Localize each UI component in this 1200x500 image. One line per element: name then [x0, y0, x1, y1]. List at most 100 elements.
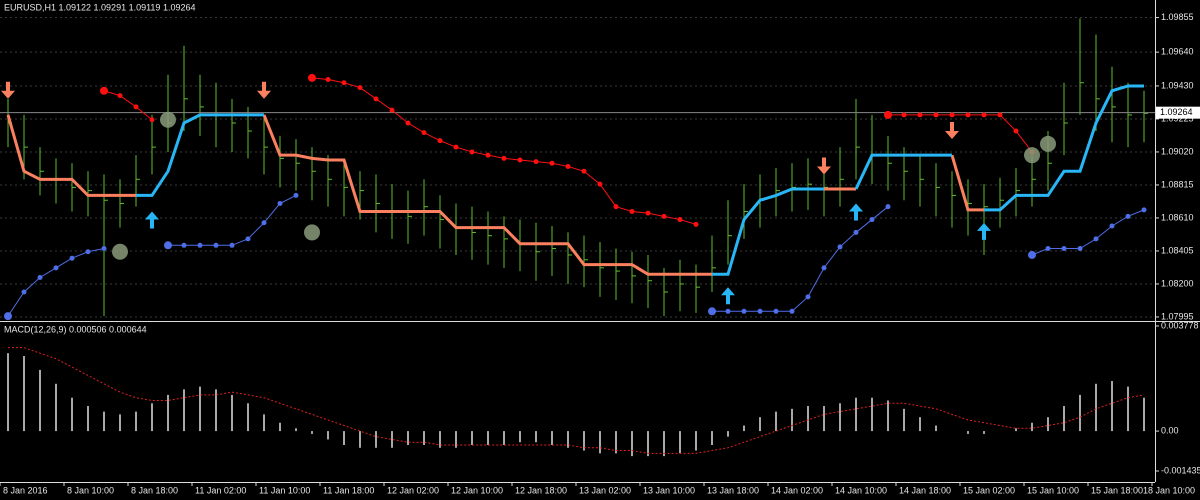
x-tick-label: 15 Jan 10:00: [1027, 485, 1079, 495]
x-tick-label: 12 Jan 02:00: [387, 485, 439, 495]
indicator-dot: [485, 152, 491, 158]
indicator-dot: [517, 157, 523, 163]
x-tick-label: 15 Jan 02:00: [963, 485, 1015, 495]
indicator-line: [888, 114, 1033, 153]
sell-arrow: [945, 122, 959, 140]
indicator-dot: [645, 210, 651, 216]
indicator-dot: [869, 217, 875, 223]
indicator-dot: [581, 168, 587, 174]
indicator-dot: [789, 308, 795, 314]
indicator-dot: [1077, 246, 1083, 252]
indicator-dot: [1045, 246, 1051, 252]
buy-arrow: [977, 222, 991, 240]
indicator-line: [712, 206, 889, 312]
indicator-dot: [565, 163, 571, 169]
indicator-line: [262, 114, 712, 276]
indicator-dot: [293, 192, 299, 198]
y-tick-label: 0.00: [1161, 425, 1179, 435]
indicator-dot: [133, 104, 139, 110]
indicator-dot: [85, 249, 91, 255]
indicator-dot: [757, 308, 763, 314]
y-tick-label: 0.003778: [1161, 320, 1199, 330]
indicator-dot: [181, 242, 187, 248]
indicator-line: [950, 154, 984, 212]
x-tick-label: 14 Jan 18:00: [899, 485, 951, 495]
indicator-line: [103, 90, 153, 121]
indicator-dot: [1125, 213, 1131, 219]
y-tick-label: 1.09020: [1161, 146, 1194, 156]
indicator-dot: [341, 80, 347, 86]
indicator-dot: [821, 265, 827, 271]
indicator-dot: [325, 77, 331, 83]
signal-circle: [304, 224, 320, 241]
indicator-dot: [805, 294, 811, 300]
indicator-dot: [164, 241, 172, 250]
x-tick-label: 13 Jan 18:00: [707, 485, 759, 495]
indicator-dot: [741, 308, 747, 314]
indicator-dot: [885, 204, 891, 210]
indicator-dot: [933, 112, 939, 118]
y-tick-label: -0.001435: [1161, 465, 1200, 475]
indicator-dot: [69, 255, 75, 261]
indicator-dot: [389, 107, 395, 113]
x-tick-label: 11 Jan 10:00: [259, 485, 310, 495]
x-tick-label: 8 Jan 18:00: [131, 485, 178, 495]
y-tick-label: 1.08200: [1161, 278, 1194, 288]
indicator-line: [6, 114, 136, 197]
indicator-dot: [725, 308, 731, 314]
indicator-dot: [549, 160, 555, 166]
indicator-line: [984, 84, 1144, 212]
buy-arrow: [849, 203, 863, 221]
indicator-dot: [613, 204, 619, 210]
y-tick-label: 1.09430: [1161, 80, 1194, 90]
x-tick-label: 8 Jan 2016: [3, 485, 48, 495]
indicator-dot: [245, 236, 251, 242]
indicator-dot: [629, 209, 635, 215]
indicator-line: [854, 153, 952, 190]
signal-circle: [1040, 135, 1056, 152]
indicator-dot: [213, 242, 219, 248]
indicator-dot: [197, 242, 203, 248]
signal-circle: [1024, 147, 1040, 164]
indicator-dot: [597, 181, 603, 187]
indicator-dot: [773, 308, 779, 314]
x-tick-label: 14 Jan 10:00: [835, 485, 887, 495]
indicator-dot: [884, 110, 892, 119]
chart-title: EURUSD,H1 1.09122 1.09291 1.09119 1.0926…: [4, 2, 195, 12]
indicator-dot: [1028, 250, 1036, 259]
x-tick-label: 12 Jan 10:00: [451, 485, 503, 495]
indicator-dot: [901, 112, 907, 118]
y-tick-label: 1.09640: [1161, 47, 1194, 57]
indicator-dot: [37, 275, 43, 281]
indicator-dot: [917, 112, 923, 118]
indicator-dot: [469, 149, 475, 155]
indicator-dot: [965, 112, 971, 118]
indicator-dot: [677, 217, 683, 223]
y-tick-label: 1.08815: [1161, 179, 1194, 189]
indicator-line: [136, 113, 264, 197]
indicator-dot: [101, 246, 107, 252]
y-tick-label: 1.09855: [1161, 12, 1194, 22]
indicator-dot: [405, 120, 411, 126]
indicator-dot: [1109, 223, 1115, 229]
indicator-dot: [4, 312, 12, 321]
buy-arrow: [145, 211, 159, 229]
y-tick-label: 1.08610: [1161, 212, 1194, 222]
indicator-dot: [661, 213, 667, 219]
indicator-dot: [373, 96, 379, 102]
signal-circle: [112, 243, 128, 260]
x-tick-label: 15 Jan 18:00: [1091, 485, 1143, 495]
indicator-dot: [949, 112, 955, 118]
last-price-label: 1.09264: [1160, 107, 1193, 117]
indicator-dot: [1141, 207, 1147, 213]
signal-circle: [160, 111, 176, 128]
sell-arrow: [257, 81, 271, 99]
x-tick-label: 18 Jan 10:00: [1143, 485, 1195, 495]
indicator-dot: [1061, 246, 1067, 252]
indicator-dot: [437, 138, 443, 144]
indicator-title: MACD(12,26,9) 0.000506 0.000644: [4, 324, 147, 334]
indicator-dot: [149, 117, 155, 123]
indicator-dot: [837, 244, 843, 250]
